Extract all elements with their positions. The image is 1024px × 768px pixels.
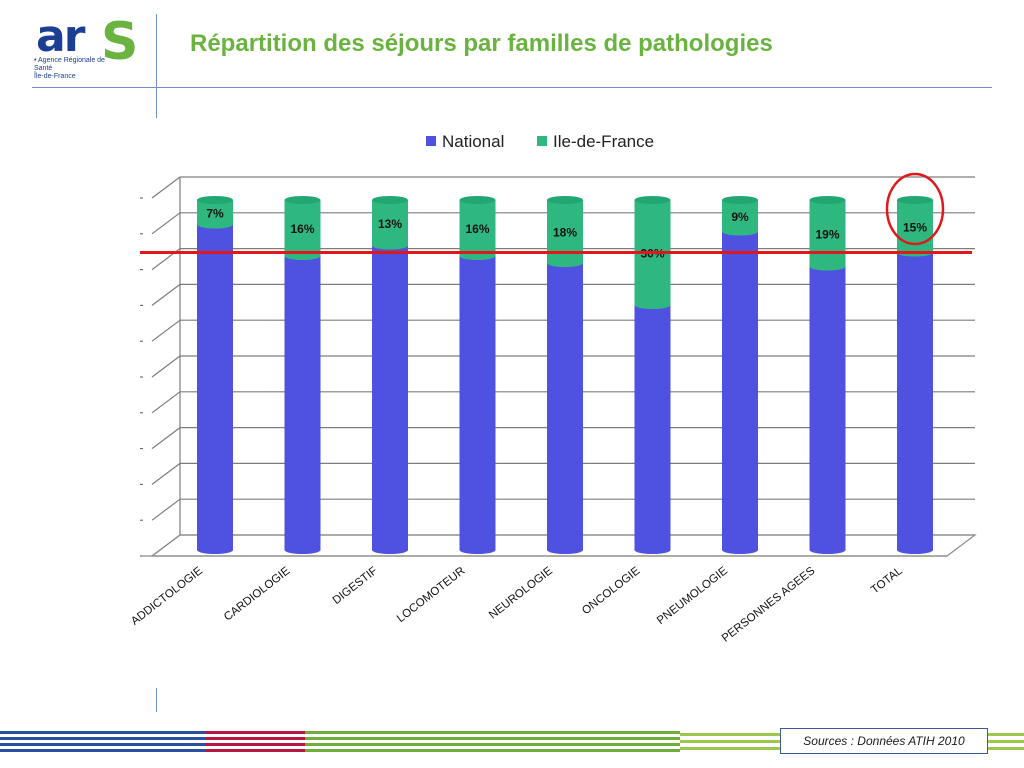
legend-swatch-idf (537, 136, 547, 146)
sources-note: Sources : Données ATIH 2010 (780, 728, 988, 754)
gridline-diagonal (151, 283, 181, 306)
data-label-locomoteur: 16% (465, 222, 489, 236)
bar-national-cardiologie (284, 256, 321, 554)
footer-vertical-divider (156, 688, 157, 712)
category-label-personnes-agees: PERSONNES AGEES (720, 565, 818, 645)
bar-idf-pneumologie (722, 200, 758, 236)
logo-subtitle: • Agence Régionale de Santé Île-de-Franc… (34, 57, 118, 81)
bar-top-addictologie (197, 196, 233, 204)
data-label-neurologie: 18% (553, 226, 577, 240)
highlight-circle (885, 172, 945, 246)
gridline-diagonal (151, 391, 181, 414)
bar-top-pneumologie (722, 196, 758, 204)
logo-s-letter: S (101, 12, 139, 72)
page-title: Répartition des séjours par familles de … (190, 30, 773, 57)
category-label-pneumologie: PNEUMOLOGIE (655, 565, 730, 627)
bar-national-oncologie (634, 305, 671, 554)
bar-top-locomoteur (459, 196, 496, 204)
gridline-diagonal (151, 355, 181, 378)
bar-top-personnes-agees (809, 196, 846, 204)
category-label-cardiologie: CARDIOLOGIE (222, 565, 293, 624)
bar-top-digestif (372, 196, 408, 204)
bar-idf-neurologie (547, 200, 583, 267)
bar-idf-oncologie (634, 200, 671, 309)
bar-national-pneumologie (722, 231, 758, 554)
logo-ar-text: ar (36, 11, 85, 62)
logo-subtitle-line2: Île-de-France (34, 73, 76, 80)
bar-national-personnes-agees (809, 266, 846, 554)
data-label-total: 15% (903, 220, 927, 234)
bar-top-neurologie (547, 196, 583, 204)
data-label-cardiologie: 16% (290, 222, 314, 236)
bar-national-locomoteur (459, 256, 496, 554)
bar-top-oncologie (634, 196, 671, 204)
data-label-digestif: 13% (378, 217, 402, 231)
legend-swatch-national (426, 136, 436, 146)
gridline-diagonal (151, 462, 181, 485)
bar-national-neurologie (547, 263, 583, 554)
gridline-diagonal (151, 212, 181, 235)
category-label-oncologie: ONCOLOGIE (580, 565, 643, 618)
bar-top-cardiologie (284, 196, 321, 204)
data-label-addictologie: 7% (206, 206, 224, 220)
category-label-neurologie: NEUROLOGIE (487, 565, 555, 622)
legend-label-national: National (442, 132, 504, 151)
data-label-pneumologie: 9% (731, 210, 749, 224)
category-label-digestif: DIGESTIF (331, 565, 380, 607)
bar-idf-digestif (372, 200, 408, 250)
gridline-diagonal (151, 427, 181, 450)
bar-national-addictologie (197, 224, 233, 554)
bar-national-digestif (372, 245, 408, 554)
category-label-addictologie: ADDICTOLOGIE (129, 565, 205, 628)
category-label-total: TOTAL (869, 565, 905, 597)
logo-subtitle-line1: • Agence Régionale de Santé (34, 57, 105, 72)
category-label-locomoteur: LOCOMOTEUR (395, 565, 467, 625)
bar-idf-cardiologie (284, 200, 321, 260)
gridline-diagonal (151, 319, 181, 342)
bar-top-total (897, 196, 933, 204)
bar-idf-addictologie (197, 200, 233, 229)
legend-label-idf: Ile-de-France (553, 132, 654, 151)
bar-national-total (897, 252, 933, 554)
stacked-bar-chart: National Ile-de-France 7% ADDICTOLOGIE 16% CA… (129, 132, 977, 645)
header-vertical-divider (156, 14, 157, 118)
bar-idf-locomoteur (459, 200, 496, 260)
gridline-diagonal (151, 176, 181, 199)
header-horizontal-divider (32, 87, 992, 88)
ars-logo: ar S • Agence Régionale de Santé Île-de-… (28, 11, 148, 81)
gridline-diagonal (151, 498, 181, 521)
data-label-personnes-agees: 19% (815, 227, 839, 241)
